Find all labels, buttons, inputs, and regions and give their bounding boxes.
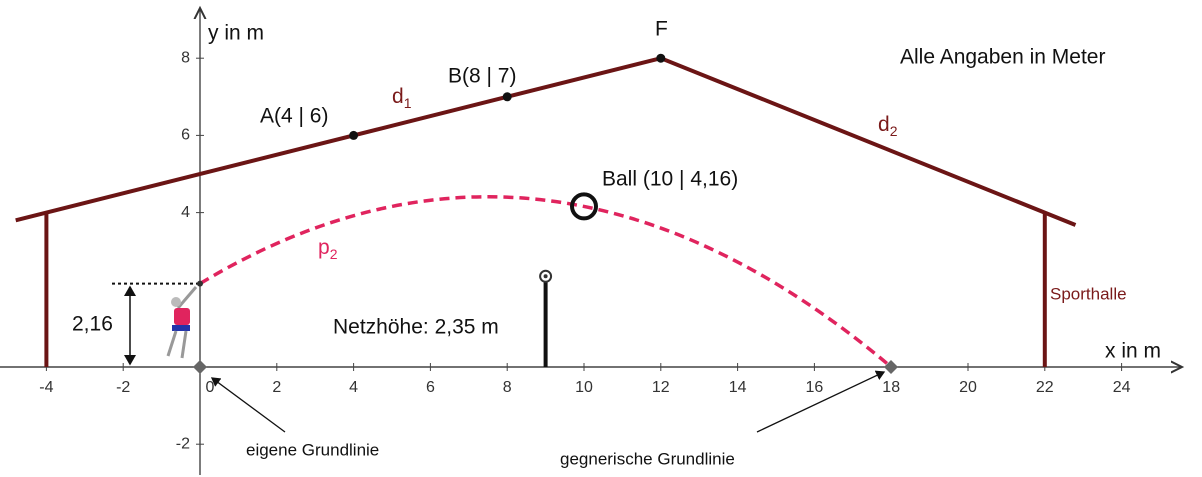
point-label: F <box>655 18 668 41</box>
x-tick-label: 12 <box>652 379 670 396</box>
x-tick-label: 18 <box>882 379 900 396</box>
x-tick-label: -4 <box>39 379 53 396</box>
opp-base-point <box>884 360 898 374</box>
x-axis-label: x in m <box>1105 340 1161 363</box>
line-label: d1 <box>392 85 412 111</box>
x-tick-label: 10 <box>575 379 593 396</box>
own-base-point <box>193 360 207 374</box>
x-tick-label: 24 <box>1113 379 1131 396</box>
net-top <box>543 274 548 279</box>
y-tick-label: 6 <box>181 127 190 144</box>
y-axis-label: y in m <box>208 22 264 45</box>
x-tick-label: 20 <box>959 379 977 396</box>
player <box>166 286 198 359</box>
point-b <box>502 92 512 102</box>
start-point <box>197 280 203 287</box>
point-label: Ball (10 | 4,16) <box>602 168 738 191</box>
note: Alle Angaben in Meter <box>900 46 1105 69</box>
x-tick-label: 8 <box>503 379 512 396</box>
x-tick-label: 16 <box>806 379 824 396</box>
parabola <box>199 195 893 369</box>
point-label: B(8 | 7) <box>448 65 516 88</box>
ball <box>570 192 598 221</box>
base-label: eigene Grundlinie <box>246 440 379 459</box>
line-label: d2 <box>878 113 898 139</box>
roof <box>15 56 1077 227</box>
line-label: p2 <box>318 236 338 262</box>
x-tick-label: 2 <box>272 379 281 396</box>
height-label: 2,16 <box>72 313 113 336</box>
pointer <box>756 370 886 433</box>
x-tick-label: 14 <box>729 379 747 396</box>
y-tick-label: 4 <box>181 204 190 221</box>
base-label: gegnerische Grundlinie <box>560 449 735 468</box>
point-label: A(4 | 6) <box>260 105 328 128</box>
x-tick-label: 4 <box>349 379 358 396</box>
y-tick-label: 8 <box>181 49 190 66</box>
x-tick-label: 6 <box>426 379 435 396</box>
x-tick-label: -2 <box>116 379 130 396</box>
y-tick-label: -2 <box>176 435 190 452</box>
pointer <box>210 377 286 433</box>
net-label: Netzhöhe: 2,35 m <box>333 316 499 339</box>
hall-label: Sporthalle <box>1050 284 1127 303</box>
point-f <box>656 53 666 63</box>
point-a <box>349 130 359 140</box>
x-tick-label: 22 <box>1036 379 1054 396</box>
x-tick-label: 0 <box>206 379 215 396</box>
